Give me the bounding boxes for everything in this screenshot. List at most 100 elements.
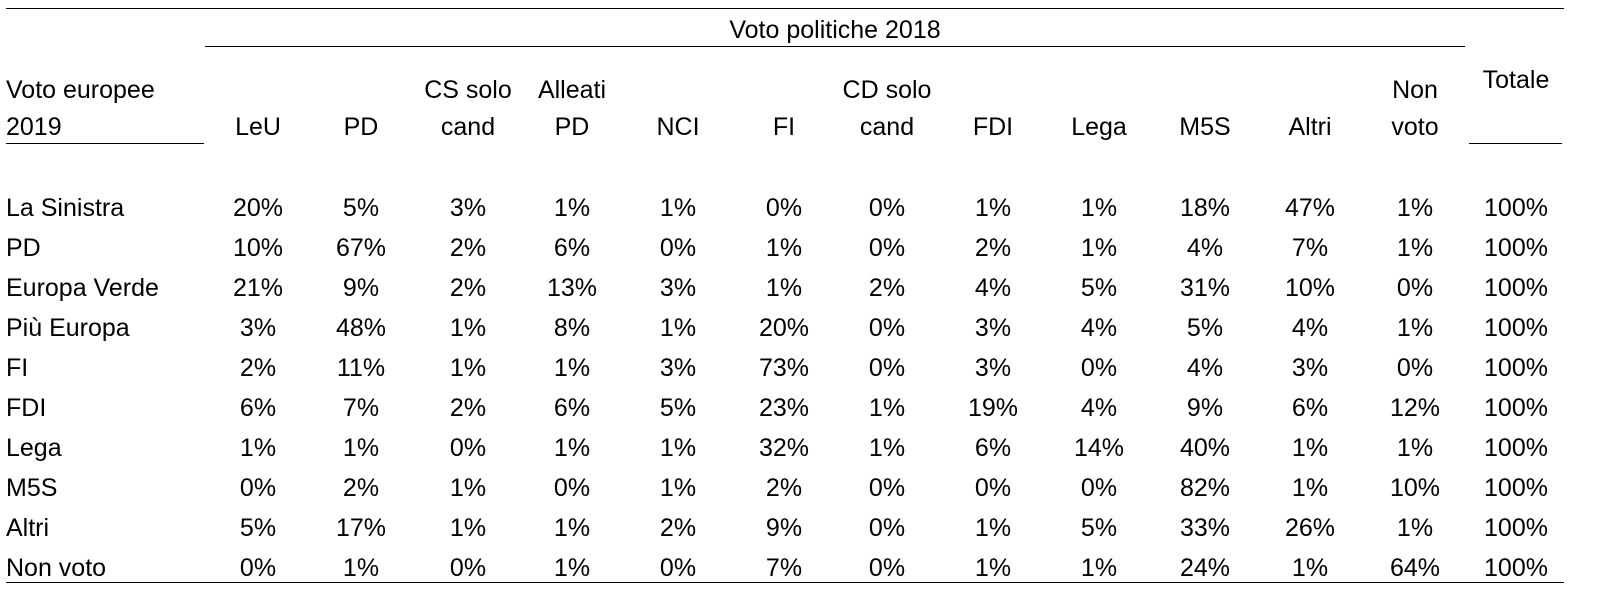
table-cell: 1% xyxy=(974,514,1012,542)
table-cell: 4% xyxy=(1186,354,1224,382)
table-cell: 1% xyxy=(449,474,487,502)
table-cell: 0% xyxy=(765,194,803,222)
table-cell: 2% xyxy=(659,514,697,542)
table-cell: 3% xyxy=(659,354,697,382)
column-header-line-2: Altri xyxy=(1288,113,1332,141)
table-cell: 0% xyxy=(1080,354,1118,382)
table-cell: 0% xyxy=(239,474,277,502)
table-cell: 1% xyxy=(449,514,487,542)
table-cell: 2% xyxy=(449,234,487,262)
table-cell: 2% xyxy=(342,474,380,502)
table-cell: 9% xyxy=(765,514,803,542)
table-cell: 1% xyxy=(1396,314,1434,342)
table-cell: 1% xyxy=(765,274,803,302)
row-label: Europa Verde xyxy=(6,274,159,302)
table-cell: 32% xyxy=(758,434,810,462)
table-cell: 5% xyxy=(342,194,380,222)
column-header-line-2: Lega xyxy=(1071,113,1127,141)
table-cell: 6% xyxy=(974,434,1012,462)
table-cell: 5% xyxy=(1186,314,1224,342)
table-cell: 11% xyxy=(336,354,386,382)
table-cell: 0% xyxy=(1396,274,1434,302)
table-cell: 0% xyxy=(553,474,591,502)
row-label: M5S xyxy=(6,474,58,502)
table-cell: 4% xyxy=(1080,394,1118,422)
table-cell: 0% xyxy=(449,554,487,582)
total-header-underline xyxy=(1469,143,1562,144)
table-cell: 47% xyxy=(1284,194,1336,222)
table-cell: 0% xyxy=(868,194,906,222)
row-total-cell: 100% xyxy=(1484,434,1548,462)
table-cell: 0% xyxy=(974,474,1012,502)
table-cell: 4% xyxy=(1291,314,1329,342)
row-label: Lega xyxy=(6,434,62,462)
row-total-cell: 100% xyxy=(1484,354,1548,382)
table-cell: 1% xyxy=(553,554,591,582)
table-cell: 2% xyxy=(449,394,487,422)
table-cell: 3% xyxy=(449,194,487,222)
table-cell: 10% xyxy=(232,234,284,262)
table-cell: 26% xyxy=(1284,514,1336,542)
table-cell: 1% xyxy=(765,234,803,262)
table-cell: 0% xyxy=(1080,474,1118,502)
table-cell: 1% xyxy=(1291,434,1329,462)
table-cell: 2% xyxy=(449,274,487,302)
column-header-line-2: M5S xyxy=(1179,113,1231,141)
column-header-line-2: PD xyxy=(554,113,590,141)
table-cell: 3% xyxy=(659,274,697,302)
row-label: Non voto xyxy=(6,554,107,582)
row-header-line-1: Voto europee xyxy=(6,76,155,104)
table-cell: 1% xyxy=(553,514,591,542)
table-cell: 1% xyxy=(974,554,1012,582)
table-cell: 5% xyxy=(1080,514,1118,542)
table-cell: 1% xyxy=(659,474,697,502)
column-header-line-1: Alleati xyxy=(537,76,607,104)
table-cell: 2% xyxy=(974,234,1012,262)
table-cell: 4% xyxy=(1186,234,1224,262)
table-cell: 2% xyxy=(765,474,803,502)
table-cell: 1% xyxy=(868,394,906,422)
table-cell: 0% xyxy=(868,354,906,382)
table-cell: 3% xyxy=(239,314,277,342)
table-cell: 3% xyxy=(974,354,1012,382)
table-cell: 73% xyxy=(758,354,810,382)
table-cell: 0% xyxy=(659,554,697,582)
table-cell: 1% xyxy=(342,434,380,462)
row-total-cell: 100% xyxy=(1484,394,1548,422)
table-cell: 0% xyxy=(659,234,697,262)
table-cell: 4% xyxy=(974,274,1012,302)
table-cell: 6% xyxy=(239,394,277,422)
table-cell: 0% xyxy=(868,474,906,502)
table-cell: 40% xyxy=(1179,434,1231,462)
column-header-line-1: CS solo xyxy=(424,76,512,104)
table-cell: 5% xyxy=(239,514,277,542)
row-label: La Sinistra xyxy=(6,194,125,222)
row-total-cell: 100% xyxy=(1484,194,1548,222)
table-cell: 1% xyxy=(449,354,487,382)
table-cell: 0% xyxy=(1396,354,1434,382)
row-header-underline xyxy=(6,143,204,144)
table-cell: 0% xyxy=(449,434,487,462)
table-cell: 3% xyxy=(1291,354,1329,382)
table-cell: 6% xyxy=(553,394,591,422)
table-cell: 1% xyxy=(868,434,906,462)
table-cell: 1% xyxy=(239,434,277,462)
row-label: FDI xyxy=(6,394,47,422)
table-cell: 7% xyxy=(342,394,380,422)
table-cell: 21% xyxy=(232,274,284,302)
row-total-cell: 100% xyxy=(1484,554,1548,582)
table-cell: 0% xyxy=(868,234,906,262)
row-label: Più Europa xyxy=(6,314,130,342)
total-header: Totale xyxy=(1482,66,1550,94)
column-header-line-2: cand xyxy=(859,113,915,141)
table-cell: 19% xyxy=(967,394,1019,422)
bottom-rule xyxy=(6,582,1564,583)
table-cell: 67% xyxy=(335,234,387,262)
table-cell: 0% xyxy=(239,554,277,582)
table-cell: 6% xyxy=(553,234,591,262)
column-header-line-2: NCI xyxy=(656,113,700,141)
table-cell: 2% xyxy=(239,354,277,382)
table-cell: 9% xyxy=(1186,394,1224,422)
column-header-line-2: FI xyxy=(772,113,796,141)
